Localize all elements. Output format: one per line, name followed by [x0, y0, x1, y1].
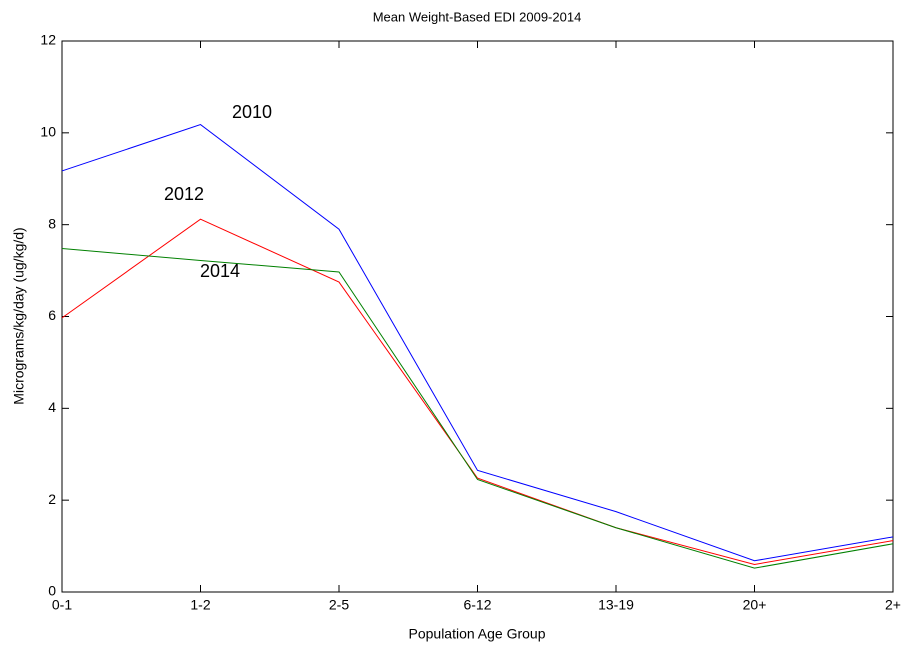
x-tick-label: 0-1 [52, 597, 72, 613]
series-line [61, 218, 894, 565]
y-tick-label: 10 [40, 124, 56, 140]
chart-title: Mean Weight-Based EDI 2009-2014 [373, 9, 582, 24]
x-tick-label: 20+ [743, 597, 767, 613]
y-axis-label: Micrograms/kg/day (ug/kg/d) [11, 227, 27, 404]
series-line [61, 124, 894, 562]
x-tick-label: 6-12 [463, 597, 491, 613]
series-label: 2012 [164, 184, 204, 204]
y-tick-label: 8 [48, 215, 56, 231]
y-tick-label: 6 [48, 307, 56, 323]
x-tick-label: 13-19 [598, 597, 634, 613]
x-tick-label: 1-2 [190, 597, 210, 613]
x-axis-label: Population Age Group [409, 626, 546, 642]
y-tick-label: 4 [48, 399, 56, 415]
x-tick-label: 2-5 [329, 597, 349, 613]
y-tick-label: 0 [48, 583, 56, 599]
series-label: 2010 [232, 102, 272, 122]
y-tick-label: 2 [48, 491, 56, 507]
series-line [61, 248, 894, 569]
series-label: 2014 [200, 261, 240, 281]
x-tick-label: 2+ [885, 597, 901, 613]
y-tick-label: 12 [40, 32, 56, 48]
